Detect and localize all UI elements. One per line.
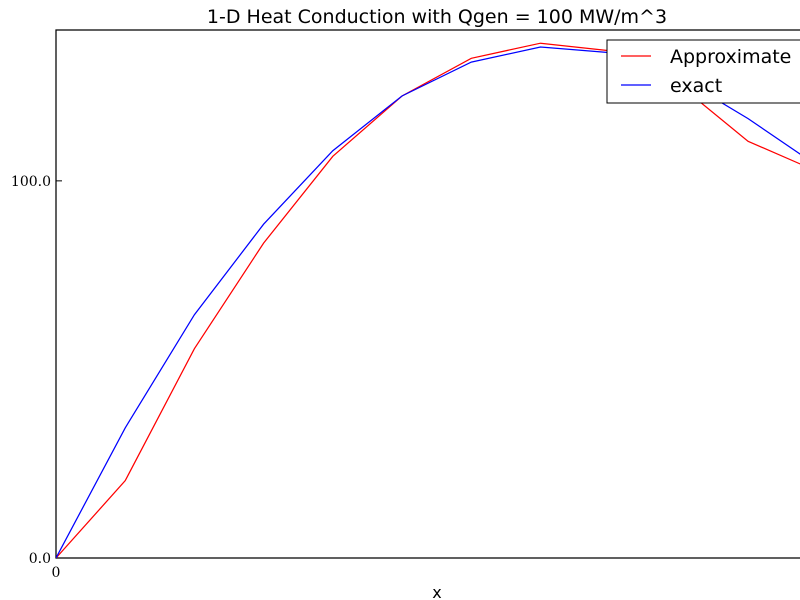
chart-title: 1-D Heat Conduction with Qgen = 100 MW/m… xyxy=(207,6,667,28)
x-tick-label: 0 xyxy=(52,565,61,581)
series-line-exact xyxy=(56,46,800,558)
legend-box xyxy=(606,39,800,104)
legend-label-approximate: Approximate xyxy=(670,46,791,68)
series-line-approximate xyxy=(56,42,800,558)
series-lines xyxy=(56,42,800,558)
y-tick-label: 100.0 xyxy=(11,174,51,190)
x-axis-label: x xyxy=(432,583,441,600)
y-tick-label: 0.0 xyxy=(29,551,51,567)
legend: Approximate exact xyxy=(606,39,800,104)
legend-label-exact: exact xyxy=(670,75,722,97)
tick-marks xyxy=(55,180,62,559)
tick-labels: 0.0 100.0 0 xyxy=(11,174,61,581)
plot-frame xyxy=(55,29,800,559)
